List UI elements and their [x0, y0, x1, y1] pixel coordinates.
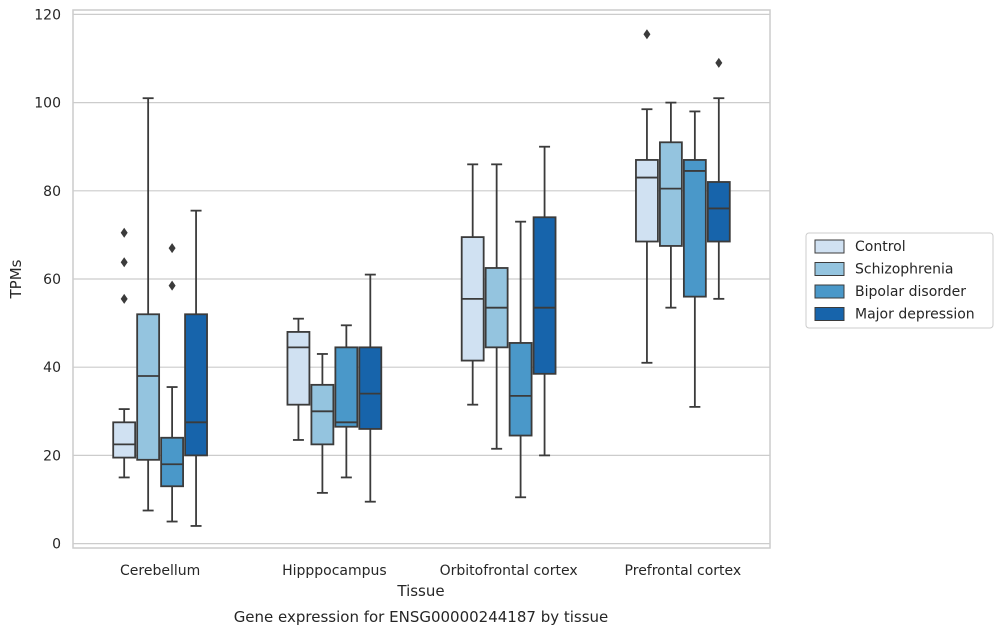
boxes — [112, 29, 731, 527]
x-tick-label: Cerebellum — [120, 563, 200, 579]
x-axis-label: Tissue — [396, 582, 444, 600]
legend-label: Schizophrenia — [855, 262, 953, 278]
box-bipolar-disorder — [334, 324, 359, 479]
box-major-depression — [184, 209, 208, 527]
legend-frame — [805, 232, 994, 329]
x-tick-label: Prefrontal cortex — [625, 563, 742, 579]
box-schizophrenia — [136, 97, 161, 512]
box-iqr — [136, 313, 161, 461]
outlier-marker — [120, 293, 128, 304]
legend-label: Control — [855, 239, 906, 255]
outlier-marker — [120, 227, 128, 238]
legend-label: Bipolar disorder — [855, 284, 966, 300]
box-major-depression — [706, 57, 731, 300]
x-tick-labels: Cerebellum Hipppocampus Orbitofrontal cort… — [120, 563, 741, 579]
outlier-marker — [715, 57, 723, 68]
box-schizophrenia — [659, 101, 683, 309]
box-control — [635, 29, 659, 364]
figure-caption: Gene expression for ENSG00000244187 by t… — [234, 608, 609, 626]
box-iqr — [310, 383, 335, 446]
legend-label: Major depression — [855, 307, 975, 323]
y-tick-labels: 0 20 40 60 80 100 120 — [34, 7, 61, 552]
plot-area-frame — [72, 9, 771, 549]
outlier-marker — [168, 280, 176, 291]
y-tick-label: 20 — [43, 448, 61, 464]
box-iqr — [286, 331, 311, 406]
y-tick-label: 100 — [34, 96, 61, 112]
box-iqr — [635, 159, 659, 243]
box-iqr — [334, 346, 359, 428]
y-tick-label: 40 — [43, 360, 61, 376]
outlier-marker — [168, 243, 176, 254]
box-control — [286, 317, 311, 441]
legend-swatch — [814, 307, 845, 321]
box-schizophrenia — [484, 163, 509, 450]
outlier-marker — [643, 29, 651, 40]
box-iqr — [706, 181, 731, 243]
box-iqr — [112, 421, 137, 459]
x-tick-label: Hipppocampus — [282, 563, 387, 579]
legend-swatch — [814, 284, 845, 299]
box-major-depression — [532, 145, 557, 457]
y-tick-label: 0 — [52, 537, 61, 553]
outlier-marker — [120, 257, 128, 268]
y-axis-label: TPMs — [7, 259, 25, 299]
legend-swatch — [814, 239, 845, 254]
box-control — [460, 163, 485, 406]
y-tick-label: 120 — [34, 7, 61, 23]
y-tick-label: 80 — [43, 184, 61, 200]
box-bipolar-disorder — [508, 220, 533, 499]
box-iqr — [184, 313, 208, 457]
box-iqr — [358, 346, 383, 430]
box-iqr — [659, 141, 683, 247]
box-major-depression — [358, 273, 383, 503]
y-tick-label: 60 — [43, 272, 61, 288]
box-schizophrenia — [310, 353, 335, 494]
x-tick-label: Orbitofrontal cortex — [440, 563, 578, 579]
box-iqr — [682, 159, 707, 298]
box-iqr — [532, 216, 557, 375]
box-bipolar-disorder — [160, 243, 184, 523]
legend: Control Schizophrenia Bipolar disorder Majo… — [805, 232, 994, 329]
box-iqr — [160, 436, 184, 488]
box-bipolar-disorder — [682, 110, 707, 408]
box-iqr — [508, 342, 533, 437]
legend-swatch — [814, 262, 845, 276]
box-control — [112, 227, 137, 479]
